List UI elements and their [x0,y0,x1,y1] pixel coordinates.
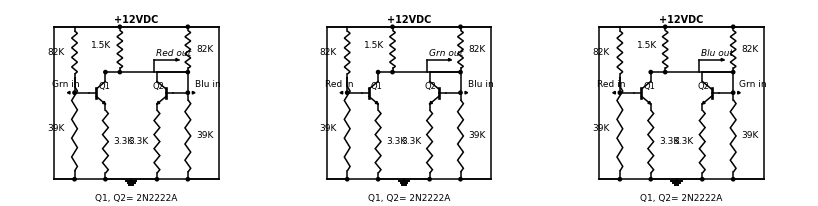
Polygon shape [375,101,378,104]
Text: Q2: Q2 [152,82,164,91]
Text: Q1, Q2= 2N2222A: Q1, Q2= 2N2222A [640,194,723,203]
Text: 39K: 39K [469,131,486,140]
Circle shape [345,178,348,181]
Polygon shape [67,91,70,94]
Circle shape [391,70,394,74]
Polygon shape [176,59,178,61]
Circle shape [459,91,462,94]
Text: Blu in: Blu in [468,80,493,89]
Text: 39K: 39K [592,124,609,133]
Circle shape [618,178,622,181]
Text: Grn in: Grn in [739,80,766,89]
Text: 3.3K: 3.3K [674,137,694,146]
Polygon shape [102,101,106,104]
Text: 3.3K: 3.3K [386,137,407,146]
Circle shape [459,178,462,181]
Circle shape [104,178,107,181]
Circle shape [187,25,190,28]
Circle shape [731,25,735,28]
Text: Red in: Red in [325,80,353,89]
Circle shape [663,25,667,28]
Circle shape [731,70,735,74]
Circle shape [187,178,190,181]
Text: Q1, Q2= 2N2222A: Q1, Q2= 2N2222A [95,194,178,203]
Text: Blu out: Blu out [701,49,733,58]
Text: 39K: 39K [196,131,213,140]
Text: Red out: Red out [156,49,191,58]
Text: 82K: 82K [47,48,65,57]
Circle shape [104,70,107,74]
Polygon shape [192,91,195,94]
Text: 1.5K: 1.5K [364,41,384,50]
Polygon shape [340,91,343,94]
Circle shape [618,91,622,94]
Text: 82K: 82K [469,45,486,54]
Circle shape [119,70,122,74]
Circle shape [663,70,667,74]
Text: 82K: 82K [592,48,609,57]
Text: 39K: 39K [320,124,337,133]
Circle shape [731,91,735,94]
Circle shape [376,70,380,74]
Circle shape [391,25,394,28]
Text: Q1: Q1 [371,82,383,91]
Circle shape [376,178,380,181]
Text: 82K: 82K [320,48,337,57]
Text: 82K: 82K [196,45,213,54]
Text: Grn in: Grn in [52,80,79,89]
Text: Q1, Q2= 2N2222A: Q1, Q2= 2N2222A [368,194,450,203]
Polygon shape [613,91,615,94]
Polygon shape [465,91,468,94]
Circle shape [73,91,76,94]
Text: 39K: 39K [47,124,65,133]
Text: +12VDC: +12VDC [115,15,159,25]
Circle shape [649,178,653,181]
Text: Grn out: Grn out [429,49,463,58]
Circle shape [187,70,190,74]
Polygon shape [429,101,433,104]
Polygon shape [157,101,160,104]
Circle shape [459,25,462,28]
Text: 3.3K: 3.3K [114,137,134,146]
Text: 3.3K: 3.3K [128,137,149,146]
Circle shape [155,178,159,181]
Polygon shape [738,91,740,94]
Circle shape [428,178,431,181]
Circle shape [345,91,348,94]
Circle shape [459,70,462,74]
Circle shape [701,178,704,181]
Polygon shape [448,59,452,61]
Text: Q1: Q1 [98,82,110,91]
Circle shape [187,91,190,94]
Text: Q2: Q2 [425,82,437,91]
Text: Blu in: Blu in [195,80,221,89]
Text: Q1: Q1 [644,82,655,91]
Circle shape [73,178,76,181]
Text: 3.3K: 3.3K [659,137,679,146]
Text: +12VDC: +12VDC [387,15,431,25]
Text: 82K: 82K [741,45,758,54]
Text: Red in: Red in [597,80,626,89]
Circle shape [731,178,735,181]
Polygon shape [648,101,651,104]
Polygon shape [721,59,724,61]
Text: 3.3K: 3.3K [401,137,421,146]
Polygon shape [703,101,705,104]
Circle shape [119,25,122,28]
Text: +12VDC: +12VDC [659,15,703,25]
Text: 39K: 39K [741,131,759,140]
Text: 1.5K: 1.5K [92,41,111,50]
Circle shape [649,70,653,74]
Text: 1.5K: 1.5K [636,41,657,50]
Text: Q2: Q2 [698,82,709,91]
